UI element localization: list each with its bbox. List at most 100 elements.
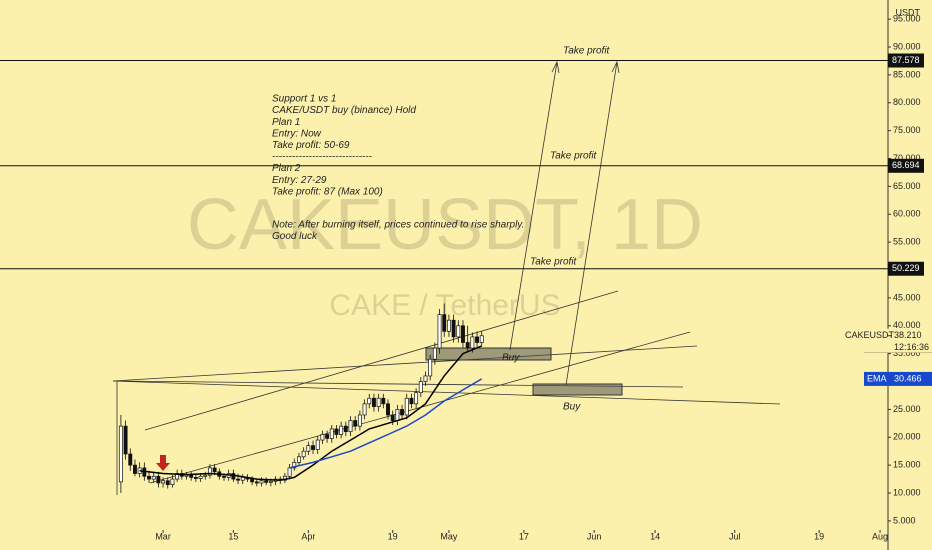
level-label: 87.578 bbox=[892, 55, 920, 65]
x-tick-label: 14 bbox=[650, 531, 660, 541]
candle bbox=[193, 474, 198, 482]
ema-line bbox=[139, 345, 482, 481]
candle bbox=[128, 448, 133, 471]
candle-body bbox=[259, 480, 264, 484]
candle bbox=[456, 320, 461, 343]
candle bbox=[400, 404, 405, 420]
arrow bbox=[565, 61, 618, 386]
candle-body bbox=[404, 397, 409, 416]
x-tick-label: 19 bbox=[814, 531, 824, 541]
candle bbox=[461, 320, 465, 349]
candle bbox=[348, 416, 353, 437]
candle bbox=[306, 441, 311, 456]
axis-unit: USDT bbox=[896, 7, 921, 17]
candle bbox=[357, 410, 362, 431]
candle bbox=[170, 475, 175, 488]
candle-body bbox=[325, 434, 330, 439]
candle-body bbox=[376, 397, 381, 407]
candle-body bbox=[442, 314, 447, 332]
candle-body bbox=[432, 347, 437, 360]
candle bbox=[432, 342, 437, 365]
buy-zone bbox=[532, 383, 623, 396]
y-tick-label: 15.000 bbox=[893, 460, 921, 470]
candle bbox=[362, 399, 367, 420]
candle bbox=[297, 452, 301, 466]
y-tick-label: 40.000 bbox=[893, 320, 921, 330]
candle-body bbox=[451, 319, 456, 338]
candle-body bbox=[446, 319, 451, 332]
candle-body bbox=[362, 403, 367, 416]
drawings bbox=[112, 60, 781, 495]
candle-body bbox=[334, 428, 339, 435]
candle bbox=[451, 314, 456, 343]
note-line: Note: After burning itself, prices conti… bbox=[272, 220, 524, 231]
buy-label: Buy bbox=[563, 402, 581, 413]
candle-body bbox=[297, 456, 301, 463]
candle-body bbox=[207, 467, 212, 476]
ema-line bbox=[289, 378, 483, 469]
candle-body bbox=[161, 480, 166, 484]
x-tick-label: 15 bbox=[228, 531, 238, 541]
price-label-box bbox=[842, 328, 932, 353]
candle bbox=[479, 331, 484, 346]
candle bbox=[151, 471, 156, 483]
candle-body bbox=[240, 477, 245, 481]
note-line: ------------------------------ bbox=[272, 152, 373, 163]
candle bbox=[334, 425, 339, 439]
y-tick-label: 5.000 bbox=[893, 515, 916, 525]
candle-body bbox=[470, 336, 475, 349]
candle-body bbox=[128, 453, 133, 466]
candle bbox=[315, 436, 320, 454]
arrow-head bbox=[551, 60, 560, 74]
candle-body bbox=[198, 475, 203, 479]
price-symbol: CAKEUSDT bbox=[845, 330, 895, 340]
candle-body bbox=[193, 477, 198, 479]
ema-label-name: EMA bbox=[867, 373, 887, 383]
level-label: 50.229 bbox=[892, 263, 920, 273]
note-line: Plan 1 bbox=[272, 117, 300, 128]
red-arrow bbox=[156, 455, 170, 471]
x-tick-label: 19 bbox=[388, 531, 398, 541]
candle-body bbox=[343, 425, 348, 433]
candle bbox=[371, 393, 376, 412]
note-line: CAKE/USDT buy (binance) Hold bbox=[272, 105, 416, 116]
candle-body bbox=[386, 403, 390, 416]
price-label: 38.210 bbox=[894, 330, 922, 340]
candle-body bbox=[315, 439, 320, 450]
candle bbox=[353, 416, 358, 431]
candle bbox=[437, 309, 442, 354]
candle-body bbox=[133, 464, 137, 474]
take-profit-label: Take profit bbox=[530, 257, 578, 268]
candle bbox=[418, 377, 423, 398]
ema-label-box bbox=[864, 371, 932, 386]
y-tick-label: 60.000 bbox=[893, 209, 921, 219]
candle-body bbox=[475, 336, 479, 343]
x-tick-label: Apr bbox=[301, 531, 315, 541]
candle-body bbox=[367, 397, 372, 405]
y-tick-label: 85.000 bbox=[893, 69, 921, 79]
take-profit-label: Take profit bbox=[563, 46, 611, 57]
candle bbox=[161, 477, 166, 488]
candle-body bbox=[212, 467, 217, 473]
x-tick-label: 17 bbox=[519, 531, 529, 541]
candle-body bbox=[231, 473, 236, 480]
candle bbox=[264, 477, 269, 486]
candle-body bbox=[147, 475, 151, 480]
candle-body bbox=[357, 414, 362, 427]
arrow-head bbox=[611, 60, 620, 74]
level-label-box bbox=[888, 261, 924, 276]
y-tick-label: 95.000 bbox=[893, 13, 921, 23]
candle bbox=[329, 425, 334, 443]
candle-body bbox=[170, 478, 175, 486]
candle-body bbox=[437, 314, 442, 349]
candle bbox=[404, 393, 409, 420]
x-tick-label: Aug bbox=[872, 531, 888, 541]
candle-body bbox=[353, 420, 358, 427]
candle bbox=[367, 393, 372, 409]
y-tick-label: 55.000 bbox=[893, 237, 921, 247]
candle-body bbox=[250, 478, 255, 483]
candle-body bbox=[165, 480, 170, 486]
candle-body bbox=[418, 381, 423, 394]
candle bbox=[325, 430, 330, 443]
